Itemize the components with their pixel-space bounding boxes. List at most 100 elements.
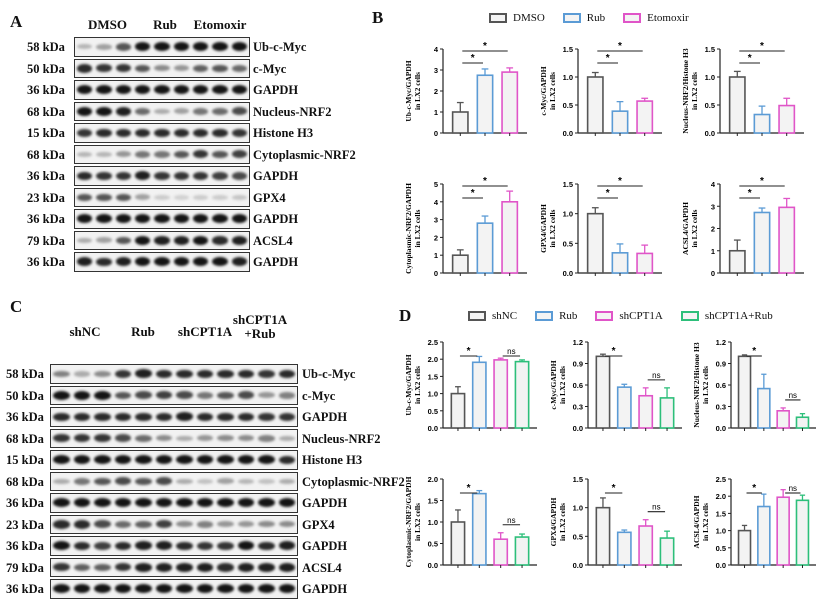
kda-label: 58 kDa xyxy=(6,367,44,381)
bar-rub xyxy=(611,252,629,274)
protein-label-acsl4: ACSL4 xyxy=(253,233,293,248)
y-tick-label: 0.5 xyxy=(573,532,583,541)
band xyxy=(237,435,254,442)
bar-chart-gpx4-gapdh: GPX4/GAPDHin LX2 cells 0.0 0.5 1.0 1.5 * * xyxy=(539,176,662,278)
bar-shnc xyxy=(595,506,611,566)
y-tick-label: 4 xyxy=(434,198,439,207)
kda-label: 79 kDa xyxy=(27,233,65,248)
band xyxy=(155,369,172,378)
band xyxy=(73,434,90,443)
blot-strip-gapdh xyxy=(74,252,250,272)
blot-strip-histone-h3 xyxy=(74,123,250,143)
blot-strip-cytoplasmic-nrf2 xyxy=(74,144,250,164)
band xyxy=(212,214,228,224)
band xyxy=(94,390,111,400)
band xyxy=(155,562,172,572)
legend-item-shcpt1a: shCPT1A xyxy=(595,310,663,322)
band xyxy=(278,498,295,508)
band xyxy=(173,85,189,95)
y-tick-label: 0.5 xyxy=(563,239,573,248)
band xyxy=(96,171,112,180)
y-tick-label: 1.0 xyxy=(573,504,583,513)
band xyxy=(94,520,111,529)
protein-label-nucleus-nrf2: Nucleus-NRF2 xyxy=(253,104,332,119)
band xyxy=(135,107,151,115)
y-tick-label: 0.9 xyxy=(573,360,583,369)
band xyxy=(173,171,189,180)
kda-label: 79 kDa xyxy=(6,560,44,575)
blot-strip-ub-c-myc xyxy=(50,364,298,384)
y-tick-label: 0.5 xyxy=(428,407,438,416)
band xyxy=(193,194,209,200)
y-tick-label: 2.5 xyxy=(716,475,726,484)
band xyxy=(196,562,213,572)
y-axis-label: GPX4/GAPDHin LX2 cells xyxy=(549,497,567,546)
band xyxy=(73,371,90,377)
band xyxy=(114,541,131,550)
legend-d: shNC Rub shCPT1A shCPT1A+Rub xyxy=(468,310,773,322)
bar-shcpt1a xyxy=(776,410,790,429)
bar-rub xyxy=(757,505,771,566)
band xyxy=(135,257,151,267)
bar-shcpt1a-rub xyxy=(514,360,530,429)
y-tick-label: 3 xyxy=(434,66,438,75)
band xyxy=(94,455,111,465)
kda-label: 36 kDa xyxy=(27,169,65,183)
y-tick-label: 1.2 xyxy=(573,338,583,347)
kda-label: 58 kDa xyxy=(27,40,65,54)
bar-chart-ub-c-myc-gapdh: Ub-c-Myc/GAPDHin LX2 cells 0.0 0.5 1.0 1.5 2.… xyxy=(404,338,537,433)
band xyxy=(53,478,70,484)
band xyxy=(231,85,247,95)
band xyxy=(115,85,131,95)
protein-label-gapdh: GAPDH xyxy=(302,410,348,424)
group-label-shcpt1a: shCPT1A xyxy=(177,324,233,339)
band xyxy=(135,541,152,551)
band xyxy=(173,128,189,137)
group-label-rub: Rub xyxy=(153,17,177,32)
protein-label-gapdh: GAPDH xyxy=(253,169,299,183)
band xyxy=(94,563,111,571)
band xyxy=(237,412,254,421)
band xyxy=(231,64,247,72)
blot-strip-gapdh xyxy=(74,80,250,100)
group-label-etomoxir: Etomoxir xyxy=(193,17,247,32)
band xyxy=(115,151,131,158)
band xyxy=(114,498,131,508)
band xyxy=(114,455,131,465)
band xyxy=(154,171,170,180)
band xyxy=(114,369,131,378)
band xyxy=(212,85,228,95)
band xyxy=(53,455,70,465)
band xyxy=(135,150,151,158)
band xyxy=(53,541,70,551)
band xyxy=(193,235,209,245)
band xyxy=(96,214,112,224)
band xyxy=(77,151,93,157)
band xyxy=(258,541,275,550)
y-tick-label: 1.0 xyxy=(428,518,438,527)
band xyxy=(258,412,275,421)
band xyxy=(173,65,189,72)
kda-label: 68 kDa xyxy=(27,147,65,162)
protein-label-gapdh: GAPDH xyxy=(253,255,299,269)
y-tick-label: 2 xyxy=(434,233,438,242)
y-tick-label: 0.9 xyxy=(716,360,726,369)
bar-dmso xyxy=(586,212,604,274)
band xyxy=(77,214,93,224)
band xyxy=(176,541,193,550)
significance-label: * xyxy=(483,176,487,187)
band xyxy=(53,563,70,572)
bar-shcpt1a xyxy=(776,496,790,566)
bar-chart-cytoplasmic-nrf2-gapdh: Cytoplasmic-NRF2/GAPDHin LX2 cells 0 1 2 3 4 5… xyxy=(404,176,527,278)
y-tick-label: 4 xyxy=(711,180,716,189)
y-tick-label: 0 xyxy=(434,269,438,278)
bar-shcpt1a xyxy=(493,538,509,566)
protein-label-gpx4: GPX4 xyxy=(253,190,286,205)
kda-label: 68 kDa xyxy=(6,474,44,489)
y-tick-label: 0.0 xyxy=(716,424,726,433)
band xyxy=(196,412,213,421)
band xyxy=(135,434,152,442)
band xyxy=(154,257,170,267)
band xyxy=(176,391,193,400)
legend-swatch-icon xyxy=(680,311,699,321)
